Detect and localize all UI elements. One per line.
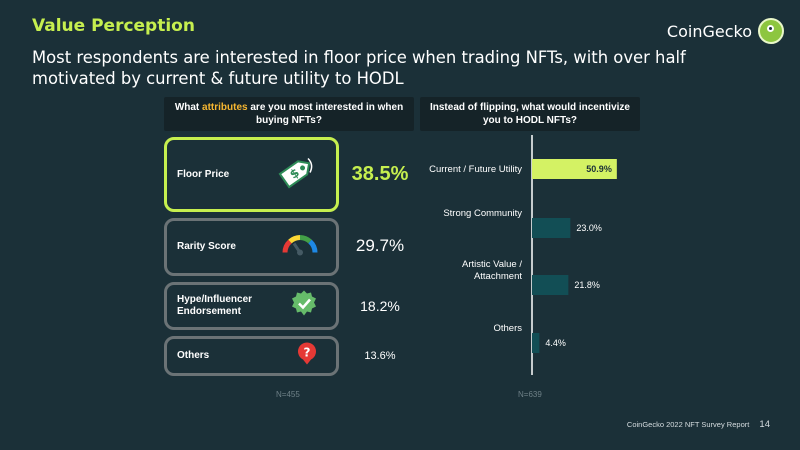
footer-report: CoinGecko 2022 NFT Survey Report 14 xyxy=(627,419,770,430)
attribute-card-hype-endorsement: Hype/Influencer Endorsement xyxy=(164,282,339,330)
category-label: Current / Future Utility xyxy=(429,164,522,175)
chart-bar xyxy=(532,275,569,295)
slide-title: Value Perception xyxy=(32,16,195,36)
question-icon: ? xyxy=(296,342,318,371)
attribute-label: Hype/Influencer Endorsement xyxy=(177,294,253,317)
attribute-card-rarity-score: Rarity Score xyxy=(164,218,339,276)
brand-name: CoinGecko xyxy=(666,21,752,41)
category-label: Others xyxy=(493,323,522,334)
price-tag-icon: $ xyxy=(274,150,318,199)
left-question-highlight: attributes xyxy=(202,102,248,113)
value-label: 23.0% xyxy=(576,223,602,233)
value-label: 21.8% xyxy=(574,280,600,290)
attribute-label: Rarity Score xyxy=(177,241,236,252)
attribute-card-others: Others ? xyxy=(164,336,339,376)
right-question: Instead of flipping, what would incentiv… xyxy=(420,97,640,131)
gauge-icon xyxy=(282,233,318,262)
attribute-label: Others xyxy=(177,350,210,361)
attribute-label: Floor Price xyxy=(177,168,230,180)
attribute-card-floor-price: Floor Price $ xyxy=(164,137,339,212)
value-label: 50.9% xyxy=(586,164,612,174)
attribute-value: 13.6% xyxy=(364,350,396,362)
svg-text:?: ? xyxy=(304,346,311,360)
left-question-post: are you most interested in when buying N… xyxy=(247,102,404,126)
chart-bar xyxy=(532,218,571,238)
category-label: Artistic Value / Attachment xyxy=(462,259,522,282)
category-label: Strong Community xyxy=(443,208,522,219)
headline: Most respondents are interested in floor… xyxy=(32,48,686,88)
coingecko-logo-icon xyxy=(758,18,784,44)
chart-bar xyxy=(532,333,540,353)
hodl-incentive-bar-chart: Current / Future Utility 50.9% Strong Comm… xyxy=(429,135,617,375)
left-question: What attributes are you most interested … xyxy=(164,97,414,131)
attribute-value: 18.2% xyxy=(360,298,400,314)
right-sample-size: N=639 xyxy=(518,390,542,399)
value-label: 4.4% xyxy=(545,338,566,348)
left-sample-size: N=455 xyxy=(276,390,300,399)
verified-badge-icon xyxy=(290,290,318,323)
chart-bar xyxy=(532,159,617,179)
footer-report-text: CoinGecko 2022 NFT Survey Report xyxy=(626,420,750,429)
brand: CoinGecko xyxy=(667,18,784,44)
left-question-pre: What xyxy=(174,102,203,113)
attribute-value: 29.7% xyxy=(355,236,405,255)
page-number: 14 xyxy=(759,419,770,430)
attribute-value: 38.5% xyxy=(351,163,409,185)
